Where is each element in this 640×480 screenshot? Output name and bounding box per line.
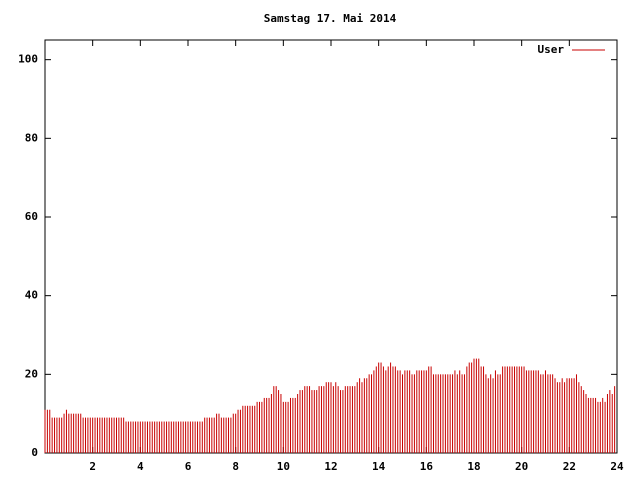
y-tick-label: 20 [25, 367, 38, 380]
x-tick-label: 14 [372, 460, 386, 473]
x-tick-label: 8 [232, 460, 239, 473]
x-tick-label: 12 [324, 460, 337, 473]
x-tick-label: 24 [610, 460, 624, 473]
y-tick-label: 80 [25, 131, 38, 144]
legend-label: User [538, 43, 565, 56]
x-tick-label: 22 [563, 460, 576, 473]
x-tick-label: 6 [185, 460, 192, 473]
x-tick-label: 2 [89, 460, 96, 473]
y-tick-label: 40 [25, 289, 38, 302]
x-tick-label: 16 [420, 460, 434, 473]
y-tick-label: 60 [25, 210, 38, 223]
x-tick-label: 10 [277, 460, 290, 473]
x-tick-label: 20 [515, 460, 528, 473]
x-tick-label: 18 [467, 460, 480, 473]
chart-title: Samstag 17. Mai 2014 [264, 12, 397, 25]
y-tick-label: 100 [18, 53, 38, 66]
y-tick-label: 0 [31, 446, 38, 459]
x-tick-label: 4 [137, 460, 144, 473]
